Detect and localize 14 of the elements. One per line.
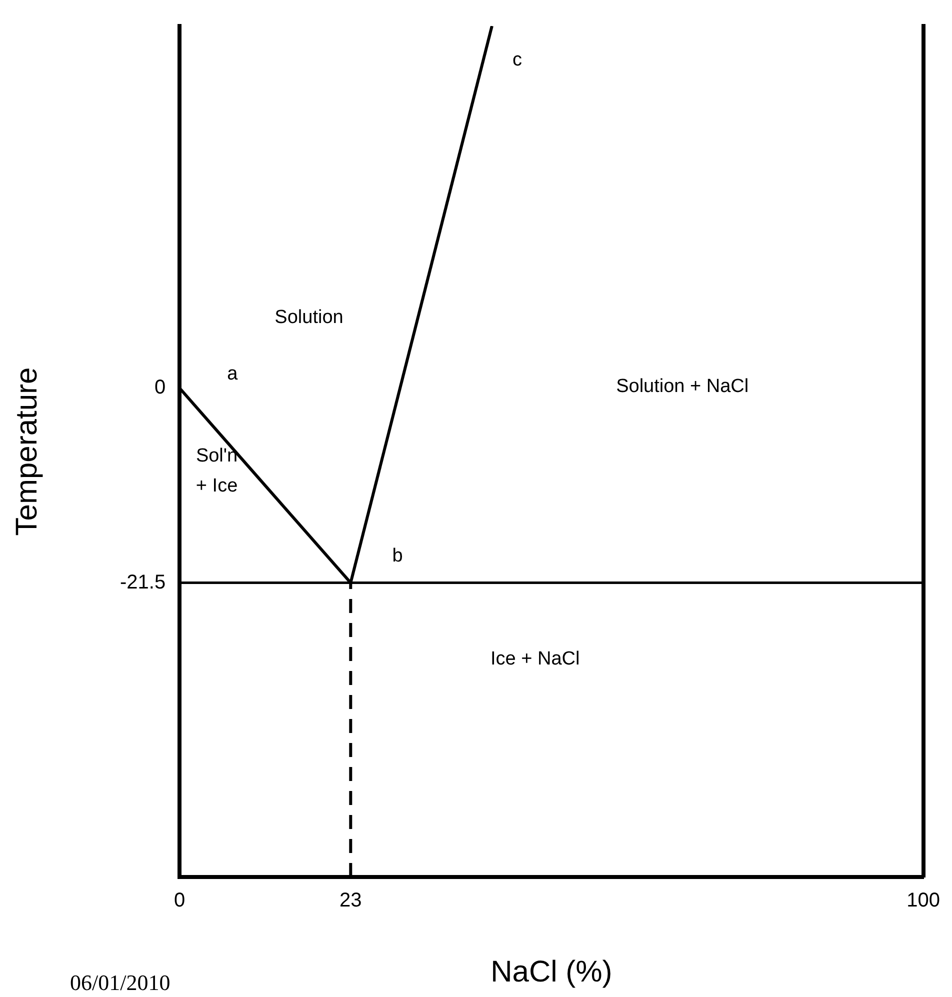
- annotation: a: [227, 363, 238, 384]
- y-axis-title: Temperature: [10, 367, 44, 536]
- annotation: b: [392, 545, 403, 566]
- x-tick-label: 23: [340, 890, 362, 912]
- x-tick-label: 100: [906, 890, 940, 912]
- annotation: Solution: [274, 307, 344, 328]
- annotation: Ice + NaCl: [490, 648, 580, 670]
- x-tick-label: 0: [174, 890, 186, 912]
- annotation: Solution + NaCl: [616, 376, 749, 398]
- y-tick-label: -21.5: [120, 571, 166, 594]
- annotation: c: [512, 49, 522, 70]
- text: 06/01/2010: [70, 970, 170, 995]
- x-axis-title: NaCl (%): [490, 955, 612, 988]
- annotation: Sol'n + Ice: [196, 445, 238, 496]
